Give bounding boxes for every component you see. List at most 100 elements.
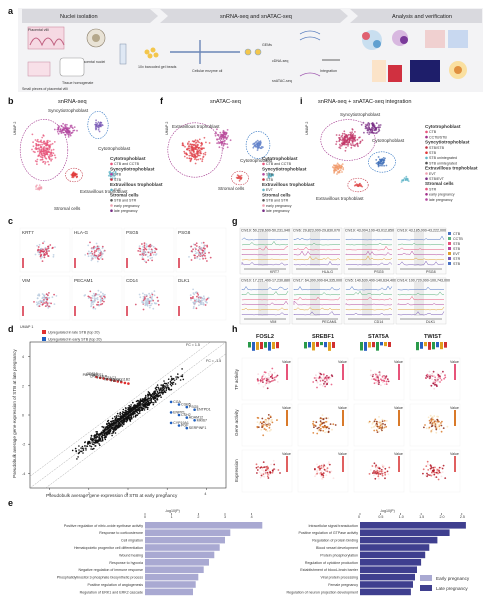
early-term: Positive regulation of angiogenesis [87,583,143,587]
gene-point [78,445,80,447]
activity-cell [424,474,427,477]
placenta-core [92,34,100,42]
activity-cell [319,374,322,377]
activity-cell [432,466,435,469]
annot-f-ctb: Cytotrophoblast [240,158,273,163]
feature-cell [200,247,203,249]
gene-point [112,432,115,434]
feature-cell [139,296,142,299]
legend-dot [262,178,265,181]
coverage-trace [241,290,289,296]
activity-cell [313,424,316,427]
feature-cell [98,293,100,296]
umap-cell [339,169,342,172]
feature-cell [90,303,93,305]
activity-cell [434,425,437,428]
x-tick-label: -4 [48,492,51,496]
activity-cell [433,415,436,417]
activity-cell [435,427,438,429]
activity-cell [378,477,380,480]
umap-cell [192,156,195,159]
gene-point [182,378,185,381]
gene-point [92,441,94,444]
activity-cell [377,475,380,478]
feature-cell [93,251,96,254]
umap-cell [193,140,196,143]
feature-cell [90,255,93,257]
activity-plot-frame [409,449,461,493]
activity-cell [273,371,276,374]
umap-cell [64,125,67,128]
feature-cell [206,244,209,247]
umap-cell [195,145,197,148]
umap-cell [199,149,201,152]
umap-cell [362,121,365,124]
feature-cell [202,301,205,304]
gene-point [98,433,101,436]
gene-point [95,431,97,433]
coverage-trace [397,303,445,306]
tf-name: FOSL2 [256,334,274,340]
activity-cell [433,473,436,476]
umap-cell [356,142,359,145]
umap-cell [359,142,361,145]
umap-cell [336,167,339,170]
gene-point [156,398,159,401]
umap-cell [335,140,338,143]
track-gene-label: HLA-G [322,270,333,274]
umap-cell [36,158,39,161]
gene-point [90,437,92,439]
feature-cell [203,299,205,301]
gene-point [131,418,133,420]
early-term: Negative regulation of immune response [78,568,143,572]
activity-cell [274,468,277,471]
activity-cell [384,377,386,380]
feature-cell [95,254,97,257]
umap-cell [196,143,199,146]
scale-title: Value [394,360,403,364]
umap-cell [188,149,191,152]
activity-cell [431,474,434,476]
umap-cell [188,154,191,157]
activity-cell [369,469,372,471]
track-gene-label: PSG5 [374,270,384,274]
gene-point [149,399,151,402]
activity-cell [334,424,337,426]
feature-cell [100,257,102,259]
gene-point [167,378,170,381]
panel-letter-e: e [8,498,13,508]
umap-cell [351,133,354,136]
legend-dot [262,173,265,176]
activity-cell [384,473,387,476]
legend-item: EVT [266,188,274,192]
umap-cell [352,137,355,140]
gene-point [71,449,74,452]
activity-cell [256,469,259,471]
gene-point [133,405,135,407]
gene-point [121,421,123,424]
umap-cell [219,141,221,144]
feature-cell [195,245,198,247]
gene-point [107,431,110,433]
feature-cell [43,296,46,299]
activity-cell [384,423,386,426]
umap-cell [36,138,39,141]
gene-point [107,422,110,424]
right-tick-label: 0.5 [378,515,383,519]
activity-cell [373,462,376,465]
umap-cell [223,137,225,139]
gene-point [99,439,101,442]
umap-cell [204,153,207,156]
gene-point [170,384,173,387]
activity-cell [437,415,439,418]
activity-cell [385,420,388,422]
feature-cell [203,244,206,247]
feature-cell [84,254,87,256]
feature-cell [41,293,44,295]
coverage-trace [241,253,289,256]
track-legend-swatch [448,257,451,260]
feature-cell [157,303,160,306]
activity-cell [430,384,433,387]
early-gene-point [193,419,196,422]
gene-point [163,380,165,382]
